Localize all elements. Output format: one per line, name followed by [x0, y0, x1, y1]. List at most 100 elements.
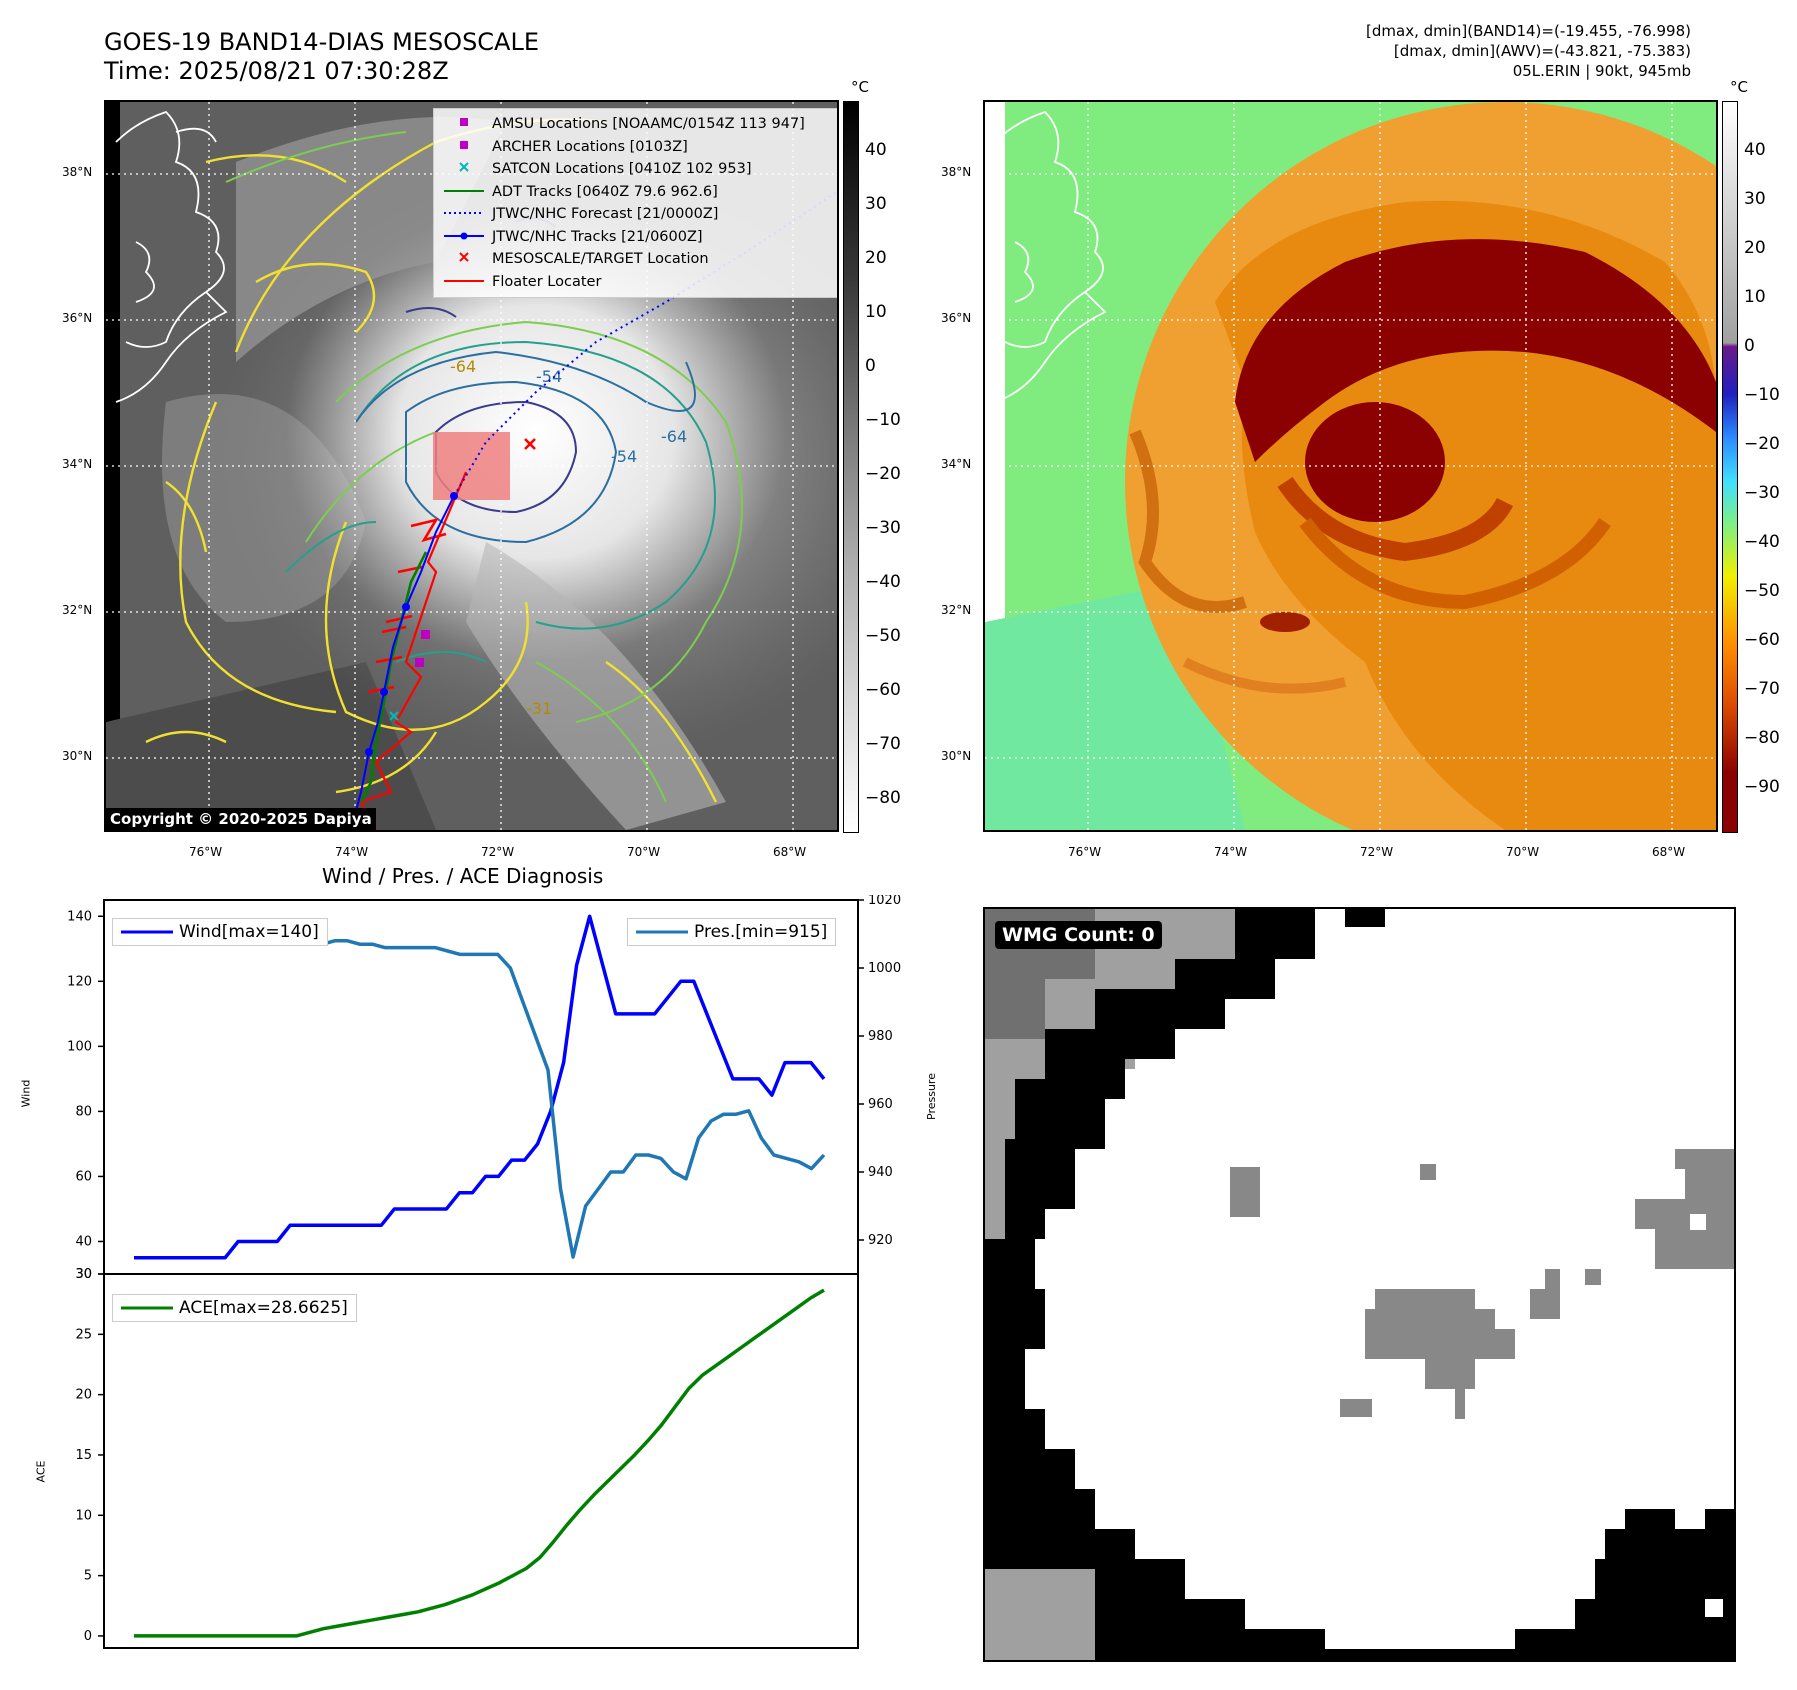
line-icon [442, 271, 486, 294]
lat-label: 30°N [941, 749, 972, 763]
ir-colorbar [843, 101, 859, 833]
copyright-label: Copyright © 2020-2025 Dapiya [106, 808, 376, 830]
lon-label: 76°W [1068, 845, 1102, 859]
lon-label: 70°W [627, 845, 661, 859]
colorbar-tick: 40 [865, 140, 887, 160]
lon-label: 74°W [1214, 845, 1248, 859]
line-icon [442, 181, 486, 204]
satcon-marker [389, 711, 399, 721]
wmg-image [985, 909, 1734, 1660]
pressure-tick-label: 1000 [868, 961, 901, 976]
legend-item: JTWC/NHC Forecast [21/0000Z] [442, 203, 830, 226]
ace-series-line [134, 1288, 825, 1638]
wind-series-line [134, 914, 826, 1260]
colorbar-unit: °C [851, 78, 869, 96]
amsu-marker [421, 630, 430, 639]
wind-tick-label: 40 [75, 1234, 92, 1249]
awv-map-panel [983, 100, 1718, 832]
wmg-panel: WMG Count: 0 [983, 907, 1736, 1662]
pressure-tick-label: 940 [868, 1165, 893, 1180]
pressure-axis-label: Pressure [924, 1073, 938, 1120]
pressure-tick-label: 960 [868, 1097, 893, 1112]
awv-map-image [985, 102, 1716, 830]
wind-legend: Wind[max=140] [112, 918, 328, 946]
contour-label: -54 [611, 447, 637, 466]
ace-tick-label: 25 [75, 1327, 92, 1342]
archer-marker [415, 658, 424, 667]
line-icon [121, 930, 173, 934]
colorbar-tick: 10 [865, 302, 887, 322]
chart-title: GOES-19 BAND14-DIAS MESOSCALE [104, 28, 540, 56]
wind-tick-label: 100 [67, 1039, 92, 1054]
lat-label: 32°N [62, 603, 93, 617]
colorbar-tick: −50 [865, 626, 901, 646]
legend-item: SATCON Locations [0410Z 102 953] [442, 158, 830, 181]
dot-line-icon [442, 226, 486, 249]
colorbar-tick: −10 [865, 410, 901, 430]
info-awv: [dmax, dmin](AWV)=(-43.821, -75.383) [1393, 42, 1691, 60]
colorbar-tick: −30 [1744, 483, 1780, 503]
nhc-forecast [453, 191, 837, 497]
colorbar-tick: −30 [865, 518, 901, 538]
colorbar-tick: 0 [1744, 336, 1755, 356]
lat-label: 38°N [941, 165, 972, 179]
colorbar-tick: 10 [1744, 287, 1766, 307]
pressure-series-line [134, 935, 826, 1259]
ace-tick-label: 20 [75, 1388, 92, 1403]
ace-tick-label: 0 [84, 1629, 92, 1644]
pressure-legend: Pres.[min=915] [627, 918, 837, 946]
wind-pressure-plot: 30 40 60 80 100 120 140 920 940 960 980 1000 1020 [67, 895, 901, 1282]
legend-item: AMSU Locations [NOAAMC/0154Z 113 947] [442, 113, 830, 136]
colorbar-tick: −70 [1744, 679, 1780, 699]
lat-label: 34°N [941, 457, 972, 471]
colorbar-unit: °C [1730, 78, 1748, 96]
wind-tick-label: 60 [75, 1169, 92, 1184]
colorbar-tick: 40 [1744, 140, 1766, 160]
line-icon [121, 1306, 173, 1310]
awv-colorbar [1722, 101, 1738, 833]
legend-item: ARCHER Locations [0103Z] [442, 136, 830, 159]
x-icon [442, 248, 486, 271]
colorbar-tick: 30 [1744, 189, 1766, 209]
colorbar-tick: −90 [1744, 777, 1780, 797]
wmg-count-badge: WMG Count: 0 [995, 921, 1162, 949]
lon-label: 68°W [773, 845, 807, 859]
colorbar-tick: −60 [865, 680, 901, 700]
diagnosis-title: Wind / Pres. / ACE Diagnosis [322, 864, 604, 888]
colorbar-tick: −40 [1744, 532, 1780, 552]
pressure-tick-label: 920 [868, 1233, 893, 1248]
lon-label: 76°W [189, 845, 223, 859]
ace-tick-label: 15 [75, 1448, 92, 1463]
lon-label: 74°W [335, 845, 369, 859]
ir-map-panel: -64 -54 -64 -54 -31 [104, 100, 839, 832]
colorbar-tick: −60 [1744, 630, 1780, 650]
colorbar-tick: −40 [865, 572, 901, 592]
contour-label: -64 [661, 427, 687, 446]
dotted-line-icon [442, 203, 486, 226]
lat-label: 32°N [941, 603, 972, 617]
coastline [994, 110, 1107, 403]
wind-tick-label: 140 [67, 909, 92, 924]
ace-legend: ACE[max=28.6625] [112, 1294, 357, 1322]
legend-item: MESOSCALE/TARGET Location [442, 248, 830, 271]
map-legend: AMSU Locations [NOAAMC/0154Z 113 947] AR… [433, 108, 837, 298]
line-icon [636, 930, 688, 934]
legend-item: JTWC/NHC Tracks [21/0600Z] [442, 226, 830, 249]
wind-tick-label: 120 [67, 974, 92, 989]
ace-plot: 0 5 10 15 20 25 30 [75, 1267, 859, 1649]
square-icon [442, 136, 486, 159]
lon-label: 70°W [1506, 845, 1540, 859]
lat-label: 38°N [62, 165, 93, 179]
colorbar-tick: 20 [1744, 238, 1766, 258]
colorbar-tick: −50 [1744, 581, 1780, 601]
floater-track [359, 471, 468, 830]
chart-time: Time: 2025/08/21 07:30:28Z [104, 57, 449, 85]
square-icon [442, 113, 486, 136]
adt-track [359, 551, 428, 803]
lat-label: 36°N [62, 311, 93, 325]
nhc-track [350, 495, 455, 830]
ace-plot-frame [103, 1273, 859, 1649]
lat-label: 36°N [941, 311, 972, 325]
awv-map-grid [985, 102, 1716, 830]
